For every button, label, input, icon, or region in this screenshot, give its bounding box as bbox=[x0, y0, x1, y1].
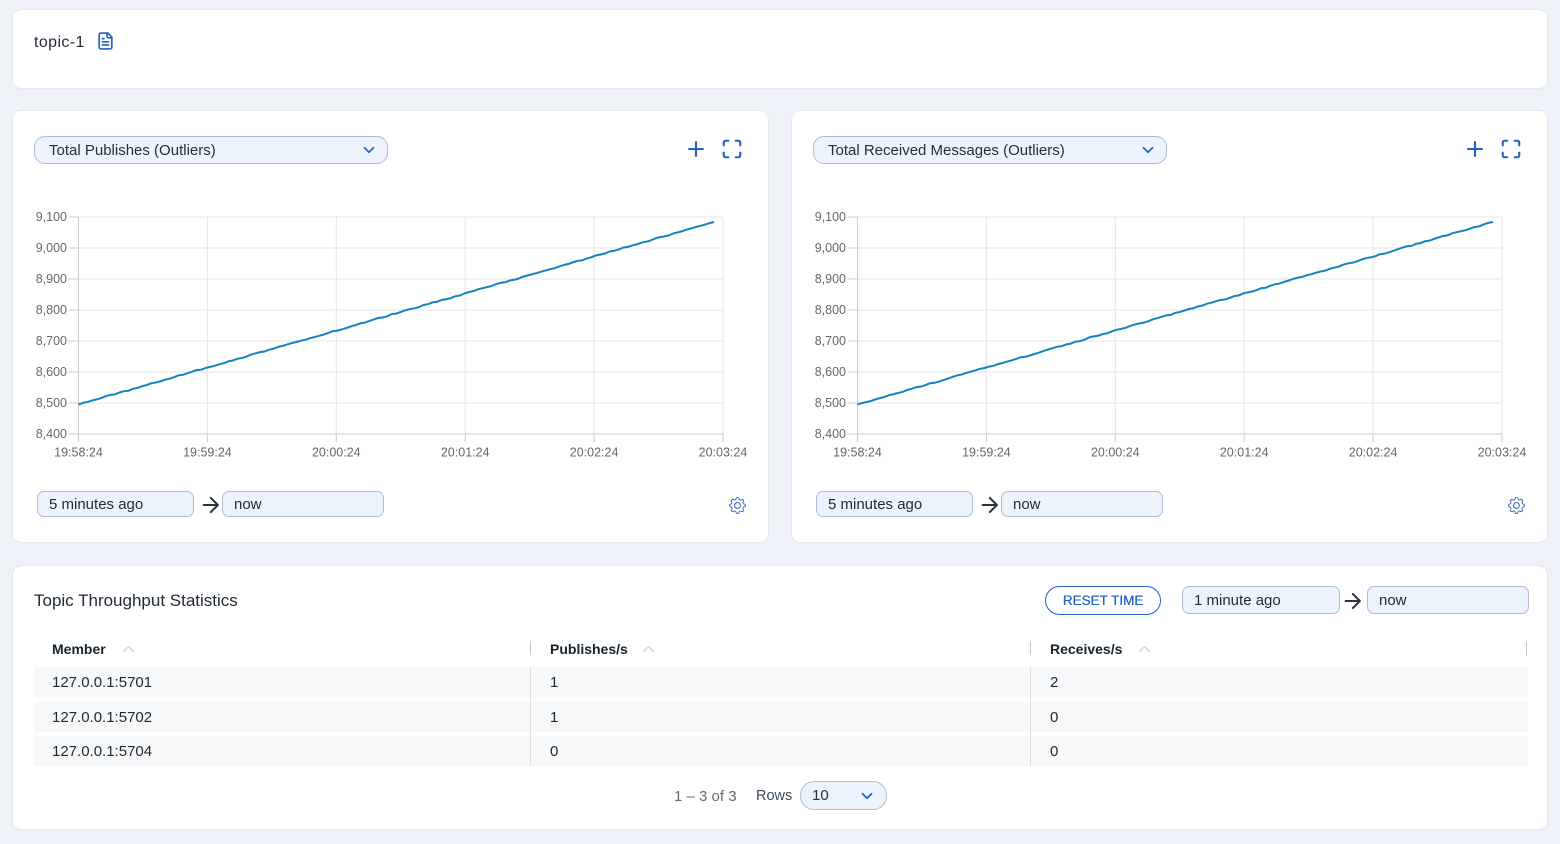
svg-text:20:00:24: 20:00:24 bbox=[1091, 446, 1140, 460]
svg-text:9,000: 9,000 bbox=[36, 241, 67, 255]
svg-text:20:02:24: 20:02:24 bbox=[1349, 446, 1398, 460]
svg-text:19:59:24: 19:59:24 bbox=[183, 446, 232, 460]
svg-text:8,700: 8,700 bbox=[815, 334, 846, 348]
svg-text:19:59:24: 19:59:24 bbox=[962, 446, 1011, 460]
svg-text:8,800: 8,800 bbox=[815, 303, 846, 317]
svg-text:8,400: 8,400 bbox=[36, 427, 67, 441]
svg-text:9,100: 9,100 bbox=[36, 210, 67, 224]
svg-text:19:58:24: 19:58:24 bbox=[54, 446, 103, 460]
svg-text:20:03:24: 20:03:24 bbox=[1478, 446, 1527, 460]
svg-text:8,500: 8,500 bbox=[36, 396, 67, 410]
svg-text:9,000: 9,000 bbox=[815, 241, 846, 255]
svg-text:19:58:24: 19:58:24 bbox=[833, 446, 882, 460]
svg-text:8,700: 8,700 bbox=[36, 334, 67, 348]
svg-text:9,100: 9,100 bbox=[815, 210, 846, 224]
svg-text:8,900: 8,900 bbox=[815, 272, 846, 286]
svg-text:8,900: 8,900 bbox=[36, 272, 67, 286]
svg-text:20:02:24: 20:02:24 bbox=[570, 446, 619, 460]
svg-text:20:01:24: 20:01:24 bbox=[441, 446, 490, 460]
svg-text:8,500: 8,500 bbox=[815, 396, 846, 410]
svg-text:20:01:24: 20:01:24 bbox=[1220, 446, 1269, 460]
svg-text:8,600: 8,600 bbox=[815, 365, 846, 379]
svg-text:20:00:24: 20:00:24 bbox=[312, 446, 361, 460]
svg-text:8,600: 8,600 bbox=[36, 365, 67, 379]
svg-text:8,800: 8,800 bbox=[36, 303, 67, 317]
svg-text:20:03:24: 20:03:24 bbox=[699, 446, 748, 460]
svg-text:8,400: 8,400 bbox=[815, 427, 846, 441]
